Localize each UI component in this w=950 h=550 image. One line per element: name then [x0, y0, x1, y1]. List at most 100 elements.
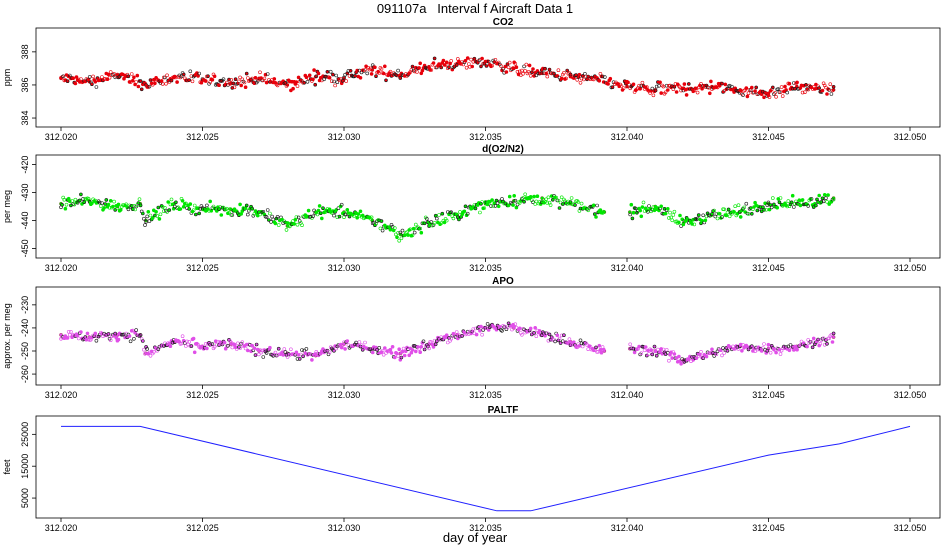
- data-point-co2: [418, 61, 423, 66]
- data-point-apo: [131, 328, 135, 333]
- data-point-co2: [244, 71, 249, 76]
- data-point-co2: [129, 72, 134, 76]
- data-point-o2: [160, 205, 165, 209]
- data-point-apo: [497, 324, 502, 329]
- data-point-co2: [511, 66, 515, 70]
- data-point-o2: [137, 197, 142, 201]
- data-point-apo: [422, 347, 427, 352]
- data-point-co2: [773, 91, 777, 95]
- data-point-co2: [591, 77, 596, 82]
- data-point-co2: [828, 82, 833, 86]
- data-point-apo: [762, 342, 766, 346]
- data-point-co2: [316, 71, 321, 76]
- data-point-o2: [145, 214, 149, 219]
- data-point-apo: [96, 334, 101, 339]
- data-point-o2: [478, 210, 482, 215]
- data-point-o2: [487, 200, 492, 204]
- y-tick-label-apo: -230: [20, 296, 30, 314]
- data-point-co2: [246, 76, 250, 80]
- data-point-o2: [406, 233, 410, 237]
- data-point-co2: [368, 66, 373, 71]
- data-point-co2: [239, 83, 243, 88]
- data-point-co2: [261, 78, 266, 83]
- data-point-co2: [253, 76, 258, 80]
- data-point-apo: [141, 339, 145, 343]
- data-point-apo: [528, 326, 533, 331]
- data-point-co2: [657, 84, 661, 88]
- data-point-o2: [113, 208, 117, 212]
- data-point-co2: [524, 62, 529, 67]
- data-point-o2: [830, 197, 835, 202]
- data-point-co2: [377, 71, 382, 75]
- data-point-apo: [301, 354, 305, 359]
- data-point-co2: [486, 59, 491, 64]
- data-point-apo: [380, 348, 385, 353]
- data-point-co2: [333, 83, 337, 88]
- data-point-co2: [706, 85, 711, 90]
- data-point-o2: [188, 202, 193, 206]
- data-point-o2: [569, 196, 574, 200]
- data-point-co2: [242, 80, 247, 85]
- data-point-o2: [148, 213, 153, 218]
- data-point-co2: [780, 94, 785, 98]
- data-point-o2: [496, 204, 501, 209]
- data-point-apo: [599, 350, 604, 355]
- data-point-co2: [556, 68, 561, 72]
- data-point-o2: [339, 202, 344, 207]
- data-point-o2: [379, 219, 384, 223]
- data-point-apo: [628, 342, 633, 347]
- data-point-apo: [787, 348, 792, 353]
- data-point-apo: [230, 345, 235, 350]
- data-point-co2: [610, 85, 615, 89]
- data-point-co2: [324, 74, 329, 79]
- data-point-o2: [825, 200, 829, 204]
- data-point-co2: [785, 90, 790, 95]
- data-point-o2: [668, 210, 672, 215]
- data-point-o2: [146, 210, 151, 214]
- data-point-co2: [415, 70, 419, 74]
- data-point-o2: [437, 213, 441, 217]
- data-point-o2: [557, 206, 562, 210]
- data-point-o2: [568, 200, 573, 204]
- data-point-o2: [531, 200, 535, 204]
- data-point-co2: [328, 69, 333, 74]
- data-point-apo: [254, 342, 259, 347]
- data-point-co2: [709, 79, 713, 84]
- data-point-o2: [775, 205, 780, 210]
- data-point-co2: [682, 82, 687, 86]
- data-point-co2: [684, 93, 689, 97]
- data-point-apo: [597, 343, 602, 348]
- y-tick-label-o2: -430: [20, 184, 30, 202]
- plot-frame-paltf: [35, 415, 941, 519]
- data-point-apo: [520, 332, 524, 337]
- data-point-co2: [707, 91, 712, 96]
- y-axis-label-apo: approx. per meg: [2, 303, 12, 369]
- data-point-co2: [597, 79, 602, 83]
- data-point-o2: [601, 209, 606, 214]
- data-point-co2: [644, 85, 649, 89]
- data-point-o2: [629, 202, 634, 207]
- data-point-o2: [228, 207, 232, 211]
- data-point-o2: [814, 203, 818, 208]
- data-point-apo: [471, 327, 476, 331]
- data-point-o2: [809, 197, 814, 201]
- data-point-apo: [417, 346, 421, 351]
- data-point-apo: [297, 357, 302, 361]
- data-point-co2: [329, 79, 334, 83]
- data-point-o2: [321, 206, 325, 210]
- data-point-co2: [529, 70, 534, 75]
- data-point-o2: [717, 212, 722, 216]
- data-point-co2: [272, 77, 277, 81]
- data-point-o2: [667, 216, 671, 220]
- x-tick-label-apo: 312.040: [611, 390, 644, 400]
- data-point-o2: [399, 236, 404, 241]
- data-point-apo: [226, 343, 230, 348]
- data-point-apo: [761, 346, 765, 350]
- data-point-co2: [68, 73, 72, 78]
- data-point-apo: [294, 350, 299, 355]
- data-point-co2: [187, 78, 191, 82]
- data-point-o2: [411, 226, 416, 231]
- data-point-co2: [564, 76, 568, 81]
- data-point-co2: [831, 85, 836, 89]
- data-point-apo: [273, 350, 278, 355]
